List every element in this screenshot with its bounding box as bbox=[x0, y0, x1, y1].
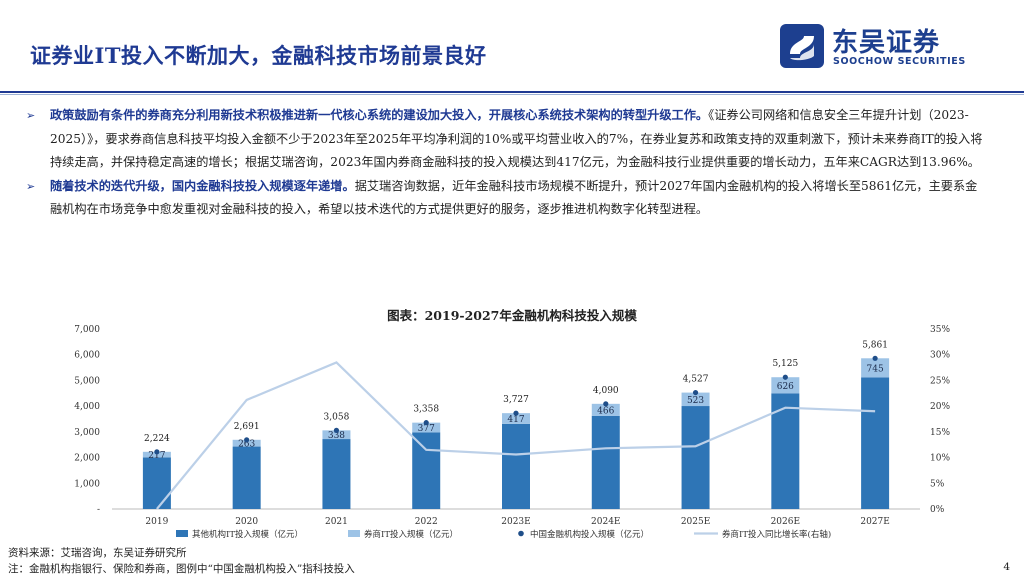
data-label-total: 2,691 bbox=[234, 422, 260, 432]
bullet-item: ➢ 随着技术的迭代升级，国内金融科技投入规模逐年递增。据艾瑞咨询数据，近年金融科… bbox=[26, 175, 986, 222]
header-divider-thin bbox=[0, 94, 1024, 95]
data-label-total: 3,058 bbox=[324, 412, 350, 422]
bar-other-institutions bbox=[861, 377, 890, 509]
y2-axis-tick-label: 25% bbox=[930, 376, 950, 386]
footnote: 注：金融机构指银行、保险和券商，图例中“中国金融机构投入”指科技投入 bbox=[8, 563, 355, 575]
y-axis-tick-label: 1,000 bbox=[74, 479, 100, 489]
point-total-investment bbox=[423, 420, 429, 426]
data-label-broker: 377 bbox=[418, 424, 435, 434]
bar-broker-it bbox=[681, 392, 710, 407]
soochow-logo-icon bbox=[780, 24, 824, 68]
bar-broker-it bbox=[591, 403, 620, 416]
page-title: 证券业IT投入不断加大，金融科技市场前景良好 bbox=[30, 43, 487, 68]
data-label-broker: 745 bbox=[867, 364, 884, 374]
legend-total-investment: 中国金融机构投入规模（亿元） bbox=[530, 529, 649, 540]
bullet-list: ➢ 政策鼓励有条件的券商充分利用新技术积极推进新一代核心系统的建设加大投入，开展… bbox=[26, 104, 986, 222]
chart-title: 图表：2019-2027年金融机构科技投入规模 bbox=[387, 308, 637, 323]
data-label-broker: 626 bbox=[777, 382, 794, 392]
data-label-broker: 217 bbox=[148, 451, 165, 461]
data-label-total: 2,224 bbox=[144, 434, 170, 444]
y2-axis-tick-label: 20% bbox=[930, 402, 950, 412]
legend-growth-rate: 券商IT投入同比增长率(右轴) bbox=[722, 529, 831, 540]
y2-axis-tick-label: 10% bbox=[930, 454, 950, 464]
y-axis-tick-label: 4,000 bbox=[74, 402, 100, 412]
x-axis-tick-label: 2019 bbox=[145, 517, 168, 527]
bullet-highlight: 随着技术的迭代升级，国内金融科技投入规模逐年递增。 bbox=[50, 178, 355, 193]
data-label-total: 3,727 bbox=[503, 395, 529, 405]
bullet-arrow-icon: ➢ bbox=[26, 179, 36, 193]
page-number: 4 bbox=[1003, 561, 1010, 573]
legend-other-institutions-swatch bbox=[176, 530, 188, 537]
point-total-investment bbox=[244, 437, 250, 443]
x-axis-tick-label: 2021 bbox=[325, 517, 348, 527]
point-total-investment bbox=[603, 401, 609, 407]
bullet-arrow-icon: ➢ bbox=[26, 109, 36, 122]
legend-broker-it-swatch bbox=[348, 530, 360, 537]
point-total-investment bbox=[513, 410, 519, 416]
bullet-highlight: 政策鼓励有条件的券商充分利用新技术积极推进新一代核心系统的建设加大投入，开展核心… bbox=[50, 108, 709, 122]
bar-broker-it bbox=[861, 358, 890, 378]
x-axis-tick-label: 2024E bbox=[591, 517, 620, 527]
data-label-total: 5,125 bbox=[772, 359, 798, 369]
y-axis-tick-label: 2,000 bbox=[74, 454, 100, 464]
y-axis-tick-label: 6,000 bbox=[74, 351, 100, 361]
bar-other-institutions bbox=[142, 457, 171, 509]
point-total-investment bbox=[782, 374, 788, 380]
data-label-total: 4,090 bbox=[593, 386, 619, 396]
bullet-item: ➢ 政策鼓励有条件的券商充分利用新技术积极推进新一代核心系统的建设加大投入，开展… bbox=[26, 104, 986, 175]
x-axis-tick-label: 2027E bbox=[860, 517, 889, 527]
bullet-text: 据艾瑞咨询数据，近年金融科技市场规模不断提升，预计2027年国内金融机构的投入将… bbox=[50, 178, 978, 217]
legend-broker-it: 券商IT投入规模（亿元） bbox=[364, 529, 458, 540]
data-label-broker: 523 bbox=[687, 396, 704, 406]
y2-axis-tick-label: 15% bbox=[930, 428, 950, 438]
x-axis-tick-label: 2023E bbox=[501, 517, 530, 527]
bar-other-institutions bbox=[412, 432, 441, 509]
company-logo: 东吴证券 SOOCHOW SECURITIES bbox=[780, 24, 980, 70]
point-total-investment bbox=[692, 389, 699, 396]
bar-broker-it bbox=[502, 413, 530, 424]
y-axis-tick-label: 3,000 bbox=[74, 428, 100, 438]
y2-axis-tick-label: 30% bbox=[930, 351, 950, 361]
y-axis-tick-label: - bbox=[97, 505, 100, 515]
legend-total-investment-swatch bbox=[518, 530, 524, 537]
point-total-investment bbox=[154, 449, 160, 455]
point-total-investment bbox=[333, 427, 340, 433]
bar-other-institutions bbox=[771, 393, 800, 509]
x-axis-tick-label: 2026E bbox=[771, 517, 800, 527]
bar-other-institutions bbox=[502, 423, 530, 509]
x-axis-tick-label: 2025E bbox=[681, 517, 710, 527]
data-label-total: 4,527 bbox=[683, 375, 709, 385]
y2-axis-tick-label: 5% bbox=[930, 479, 945, 489]
data-label-total: 5,861 bbox=[862, 340, 888, 350]
legend-other-institutions: 其他机构IT投入规模（亿元） bbox=[192, 529, 303, 540]
data-label-broker: 417 bbox=[507, 415, 524, 425]
x-axis-tick-label: 2022 bbox=[415, 517, 438, 527]
point-total-investment bbox=[872, 355, 878, 361]
logo-chinese-name: 东吴证券 bbox=[832, 28, 941, 58]
bar-other-institutions bbox=[232, 446, 261, 509]
data-label-total: 3,358 bbox=[413, 405, 439, 415]
investment-chart: - 1,000 2,000 3,000 4,000 5,000 6,000 7,000 0% 5%… bbox=[74, 325, 950, 540]
y2-axis-tick-label: 35% bbox=[930, 325, 950, 335]
y-axis-tick-label: 7,000 bbox=[74, 325, 100, 335]
x-axis-tick-label: 2020 bbox=[235, 517, 258, 527]
bar-broker-it bbox=[771, 377, 800, 394]
logo-english-name: SOOCHOW SECURITIES bbox=[833, 56, 966, 67]
bar-broker-it bbox=[322, 430, 351, 440]
bar-broker-it bbox=[412, 422, 441, 433]
data-label-broker: 466 bbox=[597, 406, 614, 416]
header-divider bbox=[0, 91, 1024, 93]
source-note: 资料来源：艾瑞咨询，东吴证券研究所 bbox=[8, 547, 187, 559]
data-label-broker: 263 bbox=[238, 440, 255, 450]
y2-axis-tick-label: 0% bbox=[930, 505, 945, 515]
bar-other-institutions bbox=[681, 406, 710, 509]
bar-broker-it bbox=[142, 451, 171, 458]
bullet-text: 《证券公司网络和信息安全三年提升计划（2023-2025）》，要求券商信息科技平… bbox=[50, 108, 983, 169]
line-broker-growth-rate bbox=[156, 361, 876, 510]
bar-broker-it bbox=[232, 439, 261, 447]
bar-other-institutions bbox=[322, 439, 351, 509]
bar-other-institutions bbox=[591, 415, 620, 509]
data-label-broker: 338 bbox=[328, 431, 345, 441]
y-axis-tick-label: 5,000 bbox=[74, 376, 100, 386]
